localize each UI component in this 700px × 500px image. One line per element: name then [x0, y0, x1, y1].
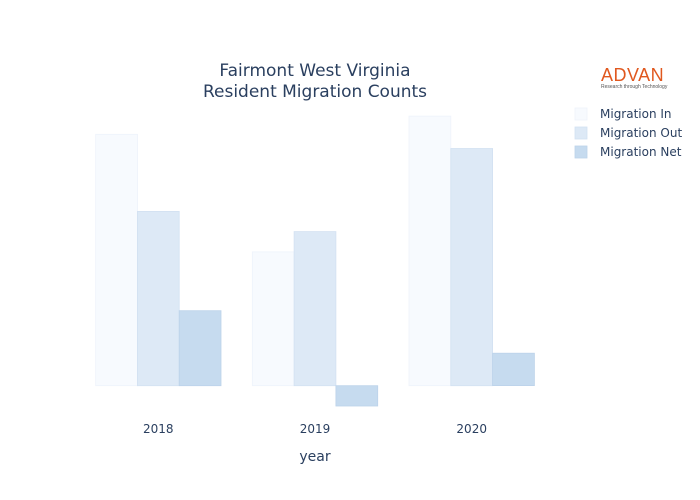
x-axis-title: year	[299, 449, 330, 465]
legend-swatch-migration-in[interactable]	[574, 107, 588, 121]
logo-tagline: Research through Technology	[601, 84, 668, 90]
bar-migration-net-2019	[335, 385, 379, 407]
bar-migration-out-2020	[450, 148, 493, 387]
legend: Migration In Migration Out Migration Net	[574, 107, 682, 159]
chart-title: Fairmont West Virginia Resident Migratio…	[203, 61, 427, 102]
legend-label-migration-net[interactable]: Migration Net	[600, 145, 682, 159]
bar-group	[95, 115, 535, 407]
bar-migration-net-2020	[492, 352, 535, 387]
bar-migration-in-2018	[95, 133, 138, 387]
bar-migration-out-2019	[293, 231, 337, 387]
advan-logo: ADVAN Research through Technology	[601, 66, 671, 91]
x-tick-label-2020: 2020	[456, 422, 487, 436]
legend-swatch-migration-out[interactable]	[574, 126, 588, 140]
logo-wordmark: ADVAN	[601, 65, 665, 85]
bar-migration-net-2018	[178, 310, 222, 387]
chart-title-line-2: Resident Migration Counts	[203, 82, 427, 102]
x-tick-label-2019: 2019	[300, 422, 331, 436]
legend-label-migration-in[interactable]: Migration In	[600, 107, 672, 121]
x-axis-ticks: 2018 2019 2020	[143, 422, 487, 436]
bar-migration-out-2018	[136, 210, 180, 387]
bar-migration-in-2019	[251, 251, 295, 387]
bar-migration-in-2020	[408, 115, 452, 387]
chart-title-line-1: Fairmont West Virginia	[219, 61, 410, 81]
legend-swatch-migration-net[interactable]	[574, 145, 588, 159]
legend-label-migration-out[interactable]: Migration Out	[600, 126, 682, 140]
x-tick-label-2018: 2018	[143, 422, 174, 436]
